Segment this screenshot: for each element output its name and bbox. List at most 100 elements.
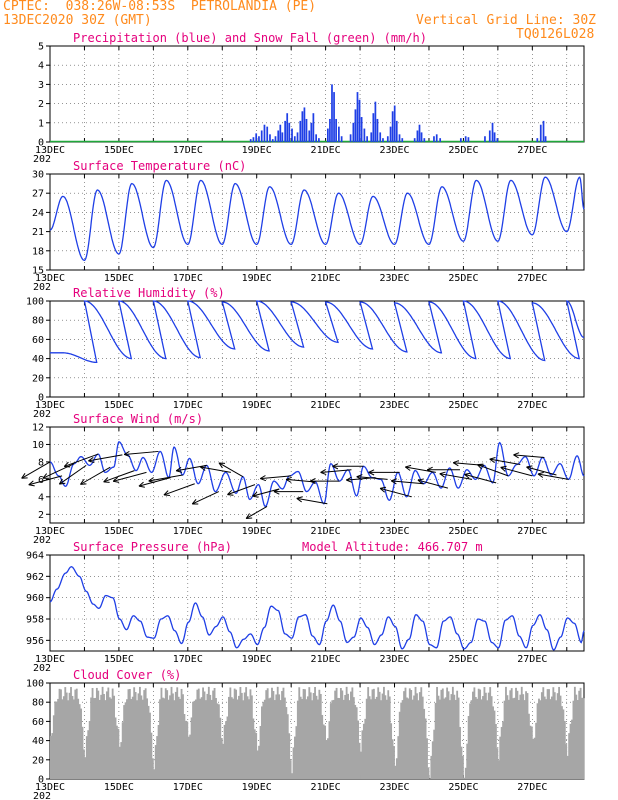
- wind-arrow: [477, 464, 509, 477]
- cloud-bar: [421, 696, 424, 779]
- wind-date-label: 25DEC: [448, 526, 478, 537]
- cloud-bar: [365, 698, 368, 779]
- cloud-year-label: 202: [33, 791, 51, 800]
- precip-bar: [296, 132, 299, 142]
- cloud-bar: [581, 697, 583, 779]
- cloud-bar: [209, 694, 212, 779]
- pres-panel: [46, 554, 585, 652]
- precip-panel: [46, 45, 585, 143]
- wind-arrow-head: [260, 475, 266, 480]
- wind-ytick-label: 6: [38, 475, 44, 486]
- cloud-bar: [207, 686, 210, 779]
- precip-bar: [335, 118, 337, 142]
- cloud-bar: [160, 687, 163, 779]
- precip-bar: [301, 111, 304, 142]
- precip-bar: [318, 138, 320, 142]
- cloud-bar: [220, 737, 223, 779]
- cloud-bar: [309, 692, 312, 779]
- cloud-bar: [68, 692, 71, 779]
- wind-arrow: [163, 483, 195, 496]
- cloud-bar: [239, 687, 242, 779]
- cloud-bar: [385, 699, 388, 779]
- wind-arrow: [59, 464, 87, 485]
- cloud-panel: [46, 682, 585, 780]
- cloud-bar: [397, 736, 400, 779]
- cloud-bar: [197, 688, 200, 779]
- cloud-bar: [347, 693, 349, 779]
- precip-bar: [271, 139, 274, 142]
- cloud-bar: [561, 706, 563, 779]
- cloud-title: Cloud Cover (%): [73, 668, 181, 682]
- cloud-bar: [186, 721, 189, 779]
- wind-arrow: [192, 491, 220, 505]
- cloud-bar: [341, 690, 344, 779]
- cloud-bar: [350, 691, 352, 779]
- wind-arrow: [42, 463, 75, 479]
- cloud-bar: [164, 688, 167, 779]
- precip-date-label: 21DEC: [311, 145, 341, 156]
- precip-date-label: 25DEC: [448, 145, 478, 156]
- cloud-bar: [306, 696, 309, 779]
- cloud-bar: [283, 697, 286, 779]
- precip-bar: [331, 84, 333, 142]
- wind-arrow: [439, 473, 473, 480]
- temp-ytick-label: 27: [32, 189, 44, 200]
- wind-arrow-head: [439, 473, 445, 478]
- temp-ytick-label: 30: [32, 170, 44, 181]
- precip-bar: [293, 136, 296, 142]
- cloud-bar: [133, 687, 136, 779]
- cloud-bar: [411, 699, 414, 779]
- precip-bar: [542, 120, 545, 142]
- cloud-bar: [549, 699, 552, 779]
- precip-bar: [370, 132, 373, 142]
- cloud-bar: [459, 726, 461, 779]
- precip-bar: [333, 92, 335, 142]
- precip-bar: [308, 130, 311, 142]
- wind-arrow-head: [112, 477, 119, 482]
- cloud-bar: [315, 695, 318, 779]
- wind-arrow-head: [464, 474, 470, 479]
- cloud-bar: [245, 687, 248, 779]
- precip-bar: [536, 138, 539, 142]
- cloud-bar: [126, 699, 128, 779]
- wind-arrow-head: [138, 481, 144, 487]
- rh-ytick-label: 40: [32, 354, 44, 365]
- wind-year-label: 202: [33, 535, 51, 546]
- wind-arrow: [200, 466, 231, 473]
- cloud-bar: [174, 691, 177, 779]
- wind-arrow-head: [489, 457, 496, 460]
- rh-title: Relative Humidity (%): [73, 286, 225, 300]
- cloud-bar: [495, 723, 497, 779]
- precip-ytick-label: 0: [38, 138, 44, 149]
- cloud-bar: [144, 688, 147, 779]
- cloud-bar: [523, 700, 526, 779]
- cloud-bar: [67, 700, 70, 779]
- precip-date-label: 19DEC: [242, 145, 272, 156]
- cloud-bar: [496, 748, 499, 779]
- rh-date-label: 15DEC: [104, 400, 134, 411]
- precip-bar: [338, 126, 340, 142]
- cloud-bar: [213, 687, 216, 779]
- wind-arrow: [464, 473, 497, 484]
- cloud-bar: [344, 695, 347, 779]
- wind-arrow-head: [346, 476, 352, 481]
- cloud-bar: [301, 699, 304, 779]
- cloud-bar: [552, 687, 555, 779]
- cloud-bar: [206, 693, 209, 779]
- cloud-bar: [262, 701, 265, 779]
- cloud-bar: [291, 773, 293, 779]
- wind-arrow-head: [500, 467, 506, 472]
- wind-arrow-head: [28, 484, 35, 487]
- cloud-bar: [355, 707, 358, 779]
- cloud-bar: [519, 694, 522, 779]
- cloud-bar: [154, 745, 157, 779]
- cloud-bar: [60, 689, 62, 779]
- wind-arrow-head: [309, 478, 316, 482]
- wind-arrow: [356, 476, 388, 480]
- cloud-bar: [279, 700, 282, 779]
- cloud-bar: [507, 699, 510, 779]
- cloud-date-label: 25DEC: [448, 782, 478, 793]
- cloud-bar: [440, 689, 443, 779]
- cloud-bar: [407, 698, 410, 779]
